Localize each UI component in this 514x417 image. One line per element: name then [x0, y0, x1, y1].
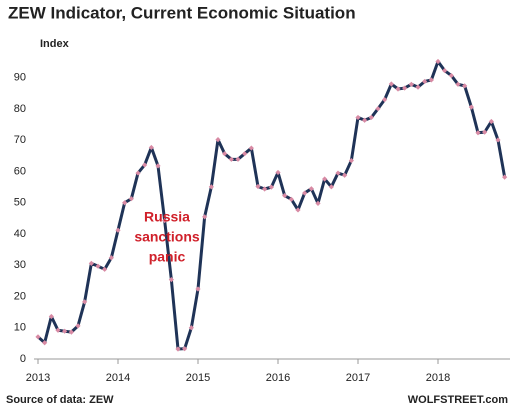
y-axis-label: Index [40, 38, 70, 50]
marker [295, 207, 301, 213]
marker [195, 286, 201, 292]
marker [502, 174, 508, 180]
marker [348, 157, 354, 164]
marker [175, 346, 181, 352]
marker [448, 72, 454, 79]
marker [128, 196, 134, 202]
marker [222, 151, 228, 157]
marker [415, 84, 421, 90]
marker [182, 346, 188, 352]
marker [62, 328, 68, 334]
x-tick-label: 2017 [346, 372, 370, 384]
marker [228, 156, 234, 162]
marker [248, 145, 254, 151]
x-tick-label: 2014 [106, 372, 130, 384]
marker [368, 114, 374, 121]
chart-title: ZEW Indicator, Current Economic Situatio… [8, 3, 356, 22]
marker [75, 323, 81, 329]
marker [362, 117, 368, 123]
marker [108, 255, 114, 261]
marker [35, 334, 41, 340]
marker [115, 227, 121, 233]
y-tick-label: 70 [14, 134, 26, 146]
marker [435, 58, 441, 65]
marker [215, 137, 221, 143]
line [37, 60, 507, 351]
y-tick-label: 40 [14, 228, 26, 240]
y-tick-label: 0 [20, 353, 26, 365]
marker [422, 78, 428, 85]
marker [235, 156, 241, 162]
marker [455, 81, 461, 87]
marker [95, 263, 101, 269]
marker [315, 200, 321, 206]
marker [268, 184, 274, 190]
marker [308, 186, 314, 192]
marker [355, 114, 361, 121]
marker [328, 184, 334, 190]
marker [282, 192, 288, 199]
x-tick-label: 2018 [426, 372, 450, 384]
marker [475, 130, 481, 136]
y-tick-label: 90 [14, 72, 26, 84]
annotation: panic [149, 249, 186, 265]
x-tick-label: 2013 [26, 372, 50, 384]
marker [142, 162, 148, 168]
marker [402, 85, 408, 91]
marker [302, 190, 308, 196]
annotation: Russia [144, 209, 190, 225]
marker [275, 169, 281, 176]
x-tick-label: 2015 [186, 372, 210, 384]
marker [462, 83, 468, 89]
marker [375, 106, 381, 112]
marker [442, 67, 448, 74]
marker [162, 217, 168, 224]
marker [88, 260, 94, 266]
marker [495, 137, 501, 143]
marker [482, 129, 488, 135]
x-tick-label: 2016 [266, 372, 290, 384]
y-tick-label: 80 [14, 103, 26, 115]
marker [322, 176, 328, 182]
marker [395, 86, 401, 92]
y-tick-label: 20 [14, 290, 26, 302]
marker [48, 313, 54, 320]
marker [82, 299, 88, 305]
marker [42, 340, 48, 346]
credit: WOLFSTREET.com [408, 394, 508, 406]
marker [335, 170, 341, 176]
y-tick-label: 50 [14, 197, 26, 209]
marker [388, 81, 394, 87]
marker [148, 144, 154, 151]
marker [168, 277, 174, 283]
marker [208, 184, 214, 190]
marker [468, 104, 474, 110]
marker [288, 196, 294, 202]
marker [55, 327, 61, 333]
annotation: sanctions [134, 229, 200, 245]
marker [202, 214, 208, 220]
marker [122, 200, 128, 206]
marker [262, 186, 268, 192]
source: Source of data: ZEW [6, 394, 114, 406]
marker [68, 329, 74, 335]
y-tick-label: 10 [14, 322, 26, 334]
marker [155, 163, 161, 169]
marker [488, 118, 494, 125]
y-tick-label: 60 [14, 165, 26, 177]
marker [135, 170, 141, 176]
marker [102, 266, 108, 272]
marker [188, 325, 194, 331]
marker [408, 81, 414, 87]
marker [342, 172, 348, 178]
marker [382, 97, 388, 103]
marker [428, 77, 434, 83]
marker [255, 183, 261, 190]
marker [242, 151, 248, 157]
y-tick-label: 30 [14, 259, 26, 271]
